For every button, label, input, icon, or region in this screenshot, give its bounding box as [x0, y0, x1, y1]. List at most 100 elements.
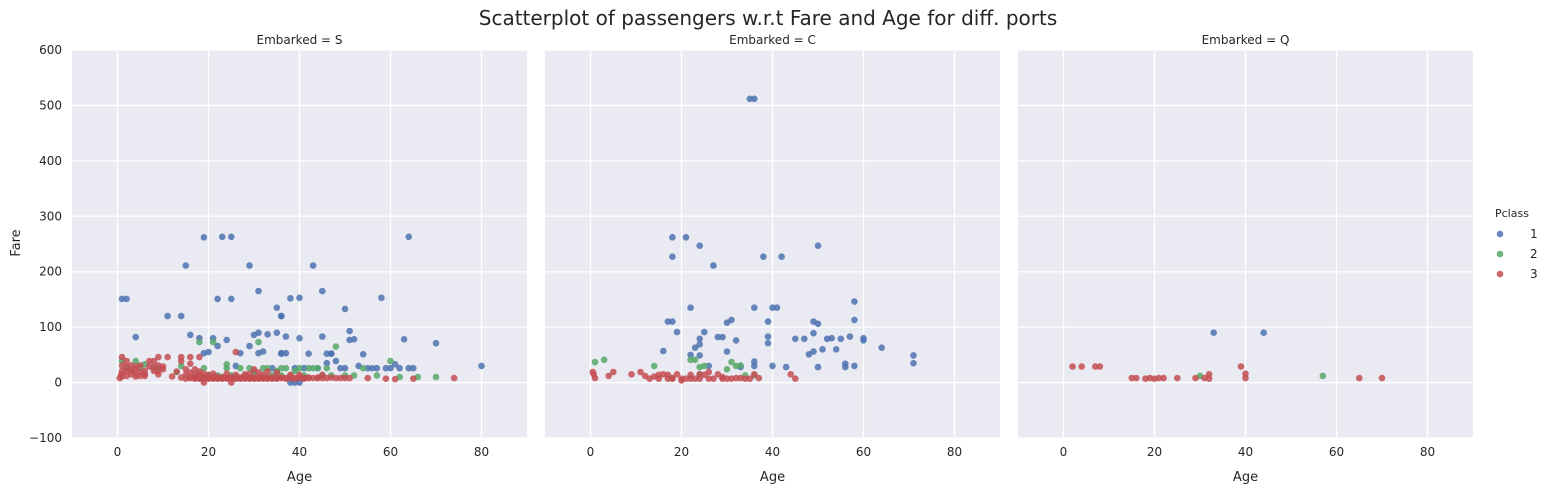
data-point-pclass-1: [218, 233, 226, 241]
data-point-pclass-3: [137, 362, 144, 369]
data-point-pclass-1: [696, 352, 703, 359]
data-point-pclass-1: [842, 360, 849, 368]
data-point-pclass-2: [309, 364, 317, 372]
data-point-pclass-1: [319, 333, 326, 340]
data-point-pclass-2: [296, 364, 303, 372]
data-point-pclass-1: [719, 333, 726, 341]
data-point-pclass-3: [187, 353, 194, 361]
x-tick-label: 80: [947, 445, 962, 459]
x-axis-label: Age: [1233, 470, 1258, 485]
x-tick-label: 20: [674, 445, 689, 459]
data-point-pclass-3: [232, 348, 240, 356]
data-point-pclass-1: [382, 364, 390, 372]
data-point-pclass-1: [282, 349, 290, 357]
data-point-pclass-1: [296, 294, 303, 302]
y-tick-label: 600: [39, 43, 62, 57]
data-point-pclass-1: [691, 344, 699, 352]
data-point-pclass-3: [591, 374, 599, 382]
data-point-pclass-3: [787, 371, 794, 378]
data-point-pclass-3: [382, 375, 390, 383]
facet-title: Embarked = Q: [1202, 33, 1290, 47]
data-point-pclass-3: [410, 375, 417, 383]
data-point-pclass-1: [723, 348, 731, 355]
legend-marker: [1496, 230, 1504, 238]
data-point-pclass-1: [341, 364, 349, 372]
data-point-pclass-3: [196, 353, 203, 361]
data-point-pclass-3: [168, 373, 176, 380]
data-point-pclass-1: [846, 333, 854, 340]
data-point-pclass-3: [141, 372, 149, 380]
data-point-pclass-2: [282, 364, 290, 372]
y-tick-label: 500: [39, 98, 62, 112]
data-point-pclass-1: [182, 262, 190, 269]
data-point-pclass-3: [637, 368, 644, 376]
y-tick-label: −100: [29, 431, 62, 445]
data-point-pclass-1: [296, 334, 303, 342]
data-point-pclass-1: [810, 348, 817, 355]
data-point-pclass-3: [150, 357, 158, 365]
data-point-pclass-1: [1260, 329, 1267, 337]
data-point-pclass-3: [450, 374, 458, 382]
facet-panel: 0 20 40 60 80 Embarked = C Age: [545, 33, 1000, 485]
x-axis-label: Age: [760, 470, 785, 485]
data-point-pclass-3: [673, 371, 681, 378]
data-point-pclass-1: [391, 361, 399, 368]
data-point-pclass-1: [860, 334, 867, 342]
data-point-pclass-1: [910, 359, 917, 367]
data-point-pclass-3: [1096, 363, 1104, 370]
chart-title: Scatterplot of passengers w.r.t Fare and…: [479, 6, 1058, 30]
data-point-pclass-1: [246, 342, 253, 350]
data-point-pclass-1: [328, 350, 335, 358]
legend-title: Pclass: [1495, 207, 1529, 220]
x-tick-label: 80: [474, 445, 489, 459]
data-point-pclass-1: [396, 364, 403, 372]
data-point-pclass-1: [687, 304, 694, 312]
data-point-pclass-1: [660, 347, 667, 355]
x-axis-label: Age: [287, 470, 312, 485]
data-point-pclass-2: [177, 362, 185, 370]
data-point-pclass-3: [1155, 374, 1163, 382]
data-point-pclass-3: [1237, 363, 1245, 370]
data-point-pclass-2: [332, 343, 340, 350]
data-point-pclass-1: [164, 312, 171, 320]
data-point-pclass-1: [814, 363, 822, 371]
data-point-pclass-1: [305, 350, 312, 358]
data-point-pclass-2: [359, 364, 367, 372]
data-point-pclass-2: [591, 358, 599, 366]
data-point-pclass-1: [187, 331, 194, 339]
legend-label: 3: [1530, 267, 1538, 281]
data-point-pclass-1: [696, 242, 703, 249]
data-point-pclass-1: [405, 364, 413, 372]
data-point-pclass-1: [710, 262, 717, 269]
y-tick-label: 100: [39, 320, 62, 334]
data-point-pclass-1: [205, 348, 212, 356]
data-point-pclass-3: [751, 371, 758, 378]
y-tick-label: 0: [54, 376, 62, 390]
data-point-pclass-1: [673, 328, 681, 336]
data-point-pclass-3: [155, 371, 162, 378]
data-point-pclass-3: [628, 371, 635, 378]
data-point-pclass-3: [164, 353, 171, 361]
data-point-pclass-2: [373, 372, 381, 379]
data-point-pclass-1: [246, 262, 253, 269]
data-point-pclass-1: [323, 359, 331, 367]
data-point-pclass-1: [669, 318, 676, 325]
data-point-pclass-3: [705, 375, 713, 383]
data-point-pclass-3: [682, 375, 690, 383]
data-point-pclass-1: [214, 342, 221, 350]
x-tick-label: 60: [1329, 445, 1344, 459]
data-point-pclass-2: [237, 364, 244, 372]
x-tick-label: 80: [1420, 445, 1435, 459]
data-point-pclass-3: [1133, 374, 1140, 382]
data-point-pclass-2: [432, 373, 440, 381]
data-point-pclass-1: [282, 333, 290, 340]
data-point-pclass-1: [801, 335, 808, 343]
data-point-pclass-2: [278, 364, 285, 372]
data-point-pclass-3: [264, 368, 271, 375]
data-point-pclass-3: [118, 353, 126, 361]
legend-label: 2: [1530, 247, 1538, 261]
data-point-pclass-1: [346, 327, 353, 335]
data-point-pclass-1: [714, 333, 722, 341]
data-point-pclass-1: [332, 357, 340, 365]
data-point-pclass-3: [341, 374, 349, 382]
